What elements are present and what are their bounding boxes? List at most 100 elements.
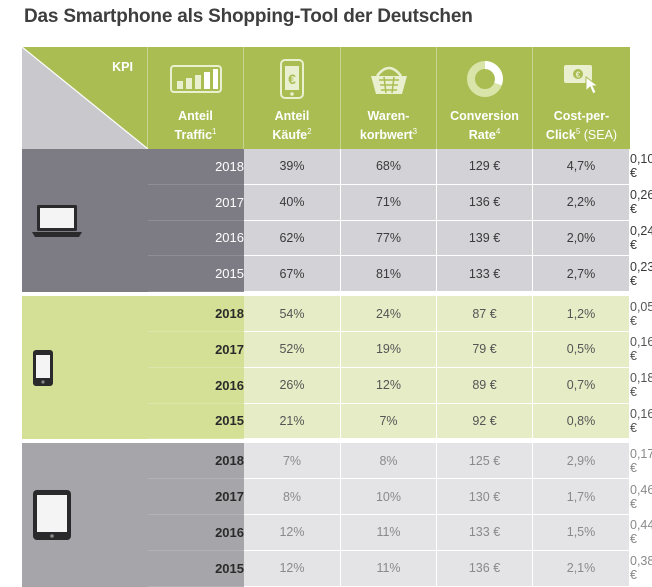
table-row: 2016 26% 12% 89 €0,7% 0,18 €: [22, 367, 652, 404]
header-row: KPI Anteil Traffic1 € Anteil Käufe2 Waren-kor…: [22, 47, 630, 149]
shopping-basket-icon: [341, 59, 436, 99]
table-row: 2015 21% 7% 92 €0,8% 0,16 €: [22, 403, 652, 440]
table-cell: 12%: [341, 367, 437, 404]
column-label: Cost-per- Click5 (SEA): [533, 108, 630, 149]
table-row: 2017 52% 19% 79 €0,5% 0,16 €: [22, 331, 652, 368]
column-header: Waren-korbwert3: [341, 47, 437, 149]
table-cell: 2,0%: [533, 220, 630, 257]
table-cell: 77%: [341, 220, 437, 257]
device-cell: [22, 443, 148, 587]
table-row: 2015 67% 81% 133 €2,7% 0,23 €: [22, 256, 652, 293]
table-cell: 2,7%: [533, 256, 630, 293]
table-cell: 68%: [341, 149, 437, 185]
column-label-line2: Traffic: [174, 128, 213, 142]
table-cell: 133 €: [437, 514, 533, 551]
column-label: Waren-korbwert3: [341, 108, 436, 149]
table-cell: 40%: [244, 184, 341, 221]
svg-text:€: €: [288, 71, 296, 87]
table-cell: 39%: [244, 149, 341, 185]
year-label: 2015: [148, 550, 244, 587]
column-label-line1: Conversion: [450, 108, 519, 123]
table-cell: 26%: [244, 367, 341, 404]
laptop-icon: [22, 149, 148, 292]
table-cell: 89 €: [437, 367, 533, 404]
table-cell: 67%: [244, 256, 341, 293]
column-label-line1: Anteil: [178, 108, 213, 123]
table-cell: 19%: [341, 331, 437, 368]
group-separator: [22, 292, 630, 297]
column-label-line2: Käufe: [272, 128, 308, 142]
column-label: Anteil Käufe2: [244, 108, 340, 149]
table-row: 2018 7% 8% 125 €2,9% 0,17 €: [22, 443, 652, 587]
column-label-suffix: (SEA): [580, 128, 618, 142]
table-cell: 0,5%: [533, 331, 630, 368]
column-label-line1: Waren-: [367, 108, 410, 123]
traffic-bars-icon: [148, 59, 243, 99]
table-cell: 87 €: [437, 296, 533, 332]
table-cell: 139 €: [437, 220, 533, 257]
table-cell: 11%: [341, 550, 437, 587]
column-label-line1: Cost-per-: [553, 108, 610, 123]
table-row: 2016 12% 11% 133 €1,5% 0,44 €: [22, 514, 652, 551]
year-label: 2017: [148, 331, 244, 368]
kpi-label: KPI: [112, 60, 133, 74]
column-label-line1: Anteil: [274, 108, 310, 123]
table-cell: 1,7%: [533, 479, 630, 515]
device-cell: [22, 296, 148, 440]
group-separator: [22, 439, 630, 444]
table-cell: 54%: [244, 296, 341, 332]
column-header: € Anteil Käufe2: [244, 47, 341, 149]
table-cell: 125 €: [437, 443, 533, 480]
table-row: 2018 54% 24% 87 €1,2% 0,05 €: [22, 296, 652, 440]
column-header: Anteil Traffic1: [148, 47, 244, 149]
column-label: Conversion Rate4: [437, 108, 532, 149]
table-cell: 12%: [244, 550, 341, 587]
table-cell: 62%: [244, 220, 341, 257]
year-label: 2017: [148, 479, 244, 515]
column-label: Anteil Traffic1: [148, 108, 243, 149]
click-money-icon: €: [533, 59, 630, 99]
smartphone-icon: [22, 296, 148, 439]
table-cell: 52%: [244, 331, 341, 368]
table-cell: 0,7%: [533, 367, 630, 404]
separator-cell: [22, 439, 630, 444]
year-label: 2018: [148, 296, 244, 332]
kpi-table: KPI Anteil Traffic1 € Anteil Käufe2 Waren-kor…: [22, 47, 652, 587]
table-cell: 7%: [341, 403, 437, 440]
year-label: 2016: [148, 220, 244, 257]
year-label: 2015: [148, 256, 244, 293]
footnote-marker: 5: [575, 126, 581, 136]
table-row: 2017 8% 10% 130 €1,7% 0,46 €: [22, 479, 652, 515]
table-cell: 2,9%: [533, 443, 630, 480]
table-cell: 11%: [341, 514, 437, 551]
corner-cell: KPI: [22, 47, 148, 149]
year-label: 2018: [148, 149, 244, 185]
table-cell: 4,7%: [533, 149, 630, 185]
footnote-marker: 3: [412, 126, 418, 136]
table-cell: 2,1%: [533, 550, 630, 587]
table-cell: 136 €: [437, 184, 533, 221]
table-cell: 2,2%: [533, 184, 630, 221]
table-cell: 12%: [244, 514, 341, 551]
tablet-icon: [22, 443, 148, 586]
column-header: € Cost-per- Click5 (SEA): [533, 47, 630, 149]
table-cell: 7%: [244, 443, 341, 480]
table-cell: 129 €: [437, 149, 533, 185]
table-cell: 8%: [341, 443, 437, 480]
footnote-marker: 2: [307, 126, 312, 136]
year-label: 2016: [148, 367, 244, 404]
column-label-line2: Click: [545, 128, 576, 142]
table-row: 2017 40% 71% 136 €2,2% 0,26 €: [22, 184, 652, 221]
page-title: Das Smartphone als Shopping-Tool der Deu…: [24, 6, 473, 27]
table-cell: 92 €: [437, 403, 533, 440]
device-cell: [22, 149, 148, 293]
table-cell: 71%: [341, 184, 437, 221]
column-label-line2: Rate: [468, 128, 496, 142]
table-row: 2018 39% 68% 129 €4,7% 0,10 €: [22, 149, 652, 293]
svg-text:€: €: [575, 71, 580, 80]
footnote-marker: 4: [495, 126, 501, 136]
table-cell: 21%: [244, 403, 341, 440]
table-cell: 81%: [341, 256, 437, 293]
table-cell: 136 €: [437, 550, 533, 587]
table-cell: 0,8%: [533, 403, 630, 440]
